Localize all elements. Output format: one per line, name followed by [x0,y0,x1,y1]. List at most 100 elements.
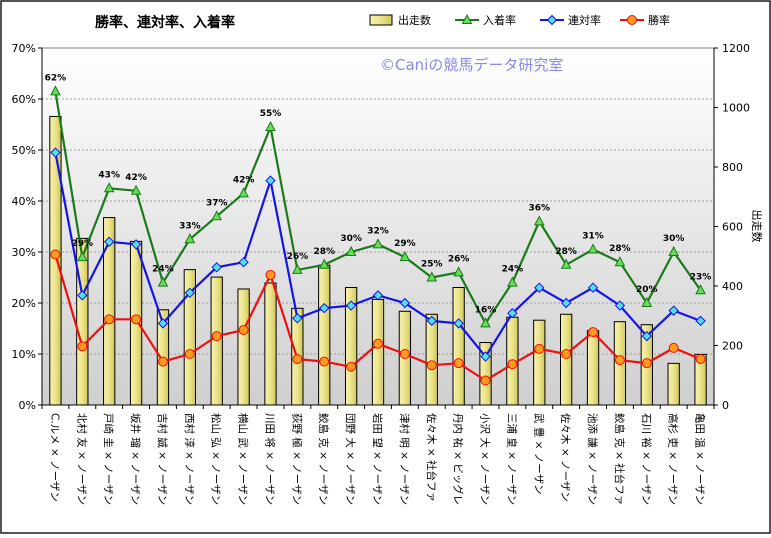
y-left-tick-label: 10% [12,348,36,361]
bar [586,330,600,406]
marker-diamond [546,14,558,26]
marker-triangle [695,284,706,295]
marker-triangle [157,276,169,287]
marker-diamond [292,313,303,324]
x-tick-labels: C.ルメ × ノーザン 北村 友 × ノーザン 戸崎 圭 × ノーザン 坂井 瑠 × … [48,413,706,505]
legend-swatch-bar [369,14,393,26]
x-tick-label: 佐々木 × ノーザン [559,413,572,502]
x-tick-label: 団野 大 × ノーザン [344,413,357,505]
data-label: 36% [529,203,551,213]
marker-diamond [587,282,599,293]
data-label: 62% [45,73,67,83]
x-tick-label: 鮫島 克 × 社台ファ [613,413,626,505]
data-label: 20% [636,285,658,295]
bar [318,264,331,406]
marker-triangle [668,245,680,256]
marker-triangle [587,243,599,254]
series-markers [50,85,706,386]
marker-circle [399,349,410,359]
bar [452,286,465,406]
y-right-tick-label: 200 [722,340,743,353]
marker-circle [346,361,357,372]
legend-label: 入着率 [483,13,516,27]
y-right-tick-label: 600 [722,221,743,234]
marker-diamond [641,330,653,342]
marker-diamond [453,318,464,329]
marker-triangle [641,296,653,307]
legend-label: 勝率 [648,13,670,27]
bar [264,282,277,406]
marker-circle [292,354,303,365]
y-left-tick-label: 0% [19,399,36,412]
data-label: 42% [233,175,255,185]
x-tick-label: 坂井 瑠 × ノーザン [129,413,142,505]
x-tick-label: 佐々木 × 社台ファ [425,413,438,502]
x-tick-label: 津村 明 × ノーザン [398,413,411,505]
x-tick-label: 丹内 祐 × ビッグレ [452,413,465,505]
y-right-tick-label: 1000 [722,102,750,115]
data-label: 32% [367,226,389,236]
data-label: 28% [609,244,631,254]
data-label: 25% [421,260,443,270]
marker-circle [480,375,491,386]
marker-triangle [238,187,249,198]
marker-triangle [372,238,384,249]
x-tick-label: 松山 弘 × ノーザン [210,413,223,505]
marker-triangle [345,245,357,256]
data-label: 33% [179,221,201,231]
y-left-tick-label: 70% [12,42,36,55]
marker-diamond [372,290,384,301]
x-tick-label: 高杉 吏 × ノーザン [667,413,680,505]
marker-diamond [265,175,276,186]
legend-label: 連対率 [568,13,601,27]
marker-diamond [319,302,330,314]
marker-circle [534,343,545,354]
data-label: 42% [125,173,147,183]
data-label: 37% [206,198,228,208]
x-tick-label: C.ルメ × ノーザン [48,413,60,502]
marker-triangle [318,258,330,269]
data-label: 28% [555,247,577,257]
marker-diamond [130,239,142,250]
marker-triangle [76,251,88,262]
marker-diamond [426,315,437,327]
data-label: 29% [394,239,416,249]
marker-circle [627,15,637,25]
x-tick-label: 鮫島 克 × ノーザン [317,413,330,505]
y-right-tick-label: 0 [722,399,729,412]
marker-diamond [184,287,196,299]
data-label: 31% [582,231,604,241]
watermark: ©Caniの競馬データ研究室 [380,56,563,74]
bar [371,298,385,406]
marker-triangle [614,256,626,267]
data-label: 24% [152,265,174,275]
data-label: 24% [502,265,524,275]
marker-diamond [157,318,169,329]
marker-diamond [668,305,679,316]
marker-circle [614,355,625,366]
marker-circle [265,269,276,280]
marker-triangle [507,276,518,287]
marker-diamond [480,351,491,362]
x-tick-label: 小沢 大 × ノーザン [479,413,492,505]
marker-circle [695,354,706,365]
marker-circle [238,325,249,336]
y-right-tick-label: 400 [722,280,743,293]
bar [425,313,438,406]
marker-diamond [345,300,357,311]
marker-circle [104,314,115,325]
marker-triangle [560,258,572,269]
y-axis-label-right: 出走数 [750,210,764,243]
bar [49,115,62,406]
marker-circle [184,349,195,359]
y-right-tick-label: 800 [722,161,743,174]
x-tick-label: 北村 友 × ノーザン [75,413,88,505]
marker-triangle [50,85,61,96]
marker-triangle [103,182,115,193]
axes: 0% 10% 20% 30% 40% 50% 60% 70% 0 200 400 600 800 1000… [12,42,750,412]
marker-circle [131,314,142,325]
marker-diamond [211,262,222,273]
data-label: 55% [260,109,282,119]
marker-triangle [533,215,545,226]
data-label: 30% [340,234,362,244]
